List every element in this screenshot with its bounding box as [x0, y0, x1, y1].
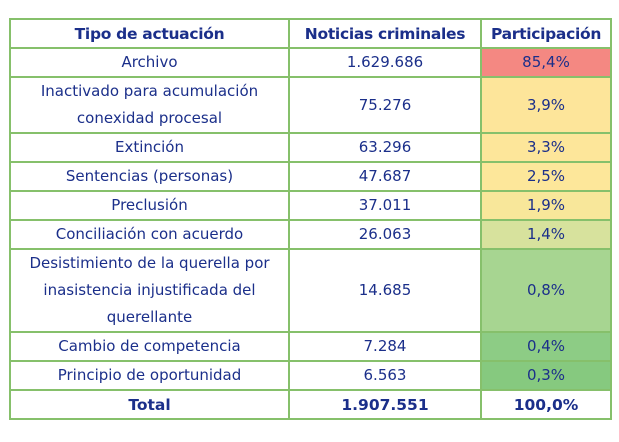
row-share: 1,9% [480, 190, 612, 221]
total-label: Total [9, 389, 290, 420]
header-row: Tipo de actuación Noticias criminales Pa… [9, 18, 612, 49]
row-share: 0,8% [480, 248, 612, 333]
actuaciones-table: Tipo de actuación Noticias criminales Pa… [9, 18, 612, 420]
row-label: Principio de oportunidad [9, 360, 290, 391]
header-tipo-actuacion: Tipo de actuación [9, 18, 290, 49]
table-row: Principio de oportunidad 6.563 0,3% [9, 360, 612, 391]
table-row: Extinción 63.296 3,3% [9, 132, 612, 163]
row-label: Conciliación con acuerdo [9, 219, 290, 250]
row-count: 47.687 [288, 161, 482, 192]
row-count: 37.011 [288, 190, 482, 221]
row-label: Archivo [9, 47, 290, 78]
row-count: 63.296 [288, 132, 482, 163]
actuaciones-table-container: Tipo de actuación Noticias criminales Pa… [9, 18, 612, 420]
row-label: Sentencias (personas) [9, 161, 290, 192]
row-count: 6.563 [288, 360, 482, 391]
row-label: Inactivado para acumulación conexidad pr… [9, 76, 290, 134]
row-label: Cambio de competencia [9, 331, 290, 362]
total-row: Total 1.907.551 100,0% [9, 389, 612, 420]
table-row: Preclusión 37.011 1,9% [9, 190, 612, 221]
row-count: 75.276 [288, 76, 482, 134]
total-share: 100,0% [480, 389, 612, 420]
total-count: 1.907.551 [288, 389, 482, 420]
header-participacion: Participación [480, 18, 612, 49]
row-share: 3,3% [480, 132, 612, 163]
row-label: Desistimiento de la querella por inasist… [9, 248, 290, 333]
table-row: Sentencias (personas) 47.687 2,5% [9, 161, 612, 192]
table-row: Conciliación con acuerdo 26.063 1,4% [9, 219, 612, 250]
row-count: 14.685 [288, 248, 482, 333]
row-count: 7.284 [288, 331, 482, 362]
row-share: 85,4% [480, 47, 612, 78]
row-share: 0,4% [480, 331, 612, 362]
table-row: Archivo 1.629.686 85,4% [9, 47, 612, 78]
row-label: Preclusión [9, 190, 290, 221]
table-row: Cambio de competencia 7.284 0,4% [9, 331, 612, 362]
row-count: 26.063 [288, 219, 482, 250]
row-count: 1.629.686 [288, 47, 482, 78]
row-label: Extinción [9, 132, 290, 163]
table-row: Desistimiento de la querella por inasist… [9, 248, 612, 333]
row-share: 3,9% [480, 76, 612, 134]
row-share: 1,4% [480, 219, 612, 250]
row-share: 2,5% [480, 161, 612, 192]
header-noticias-criminales: Noticias criminales [288, 18, 482, 49]
row-share: 0,3% [480, 360, 612, 391]
table-row: Inactivado para acumulación conexidad pr… [9, 76, 612, 134]
